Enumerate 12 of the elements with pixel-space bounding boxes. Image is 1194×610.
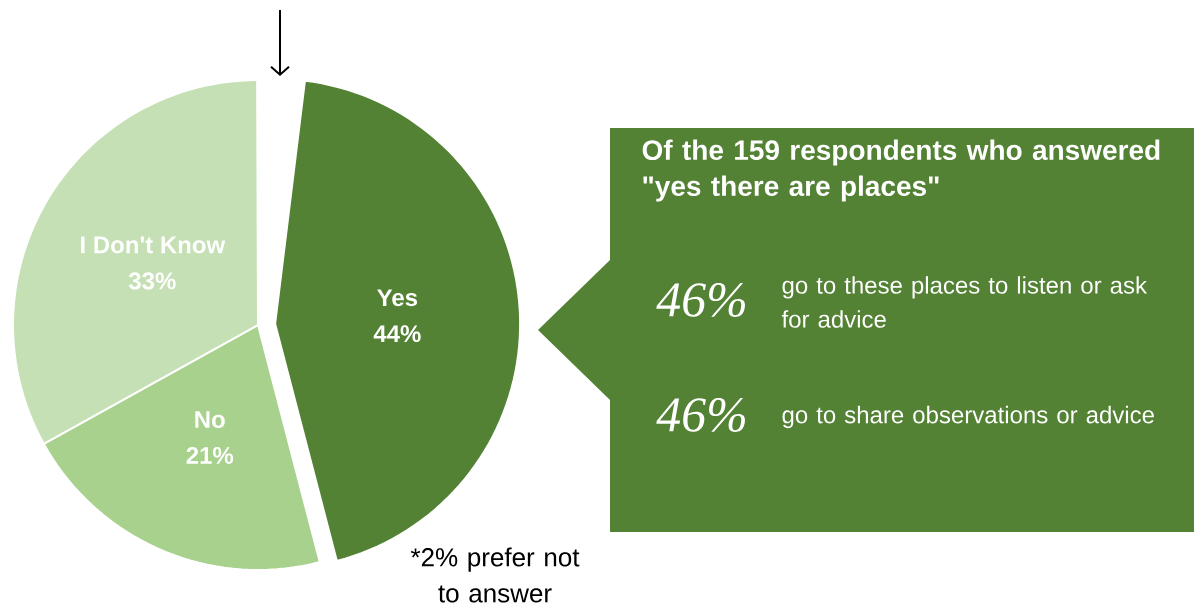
data-label: 33% — [128, 272, 176, 290]
data-label: 21% — [186, 447, 234, 464]
text: *2% prefer not to answer — [410, 547, 580, 603]
text: go to these places to listen or ask for advice — [781, 276, 1148, 328]
slice-label: No — [195, 411, 225, 428]
text: Of the 159 respondents who answered "yes there are places" — [642, 139, 1160, 202]
slice-label: Yes — [377, 289, 418, 307]
slice-label: I Don't Know — [81, 236, 226, 254]
text: go to share observations or advice — [782, 405, 1154, 429]
data-label: 44% — [373, 325, 421, 343]
text: 46% — [656, 398, 745, 432]
text: 46% — [656, 283, 745, 317]
